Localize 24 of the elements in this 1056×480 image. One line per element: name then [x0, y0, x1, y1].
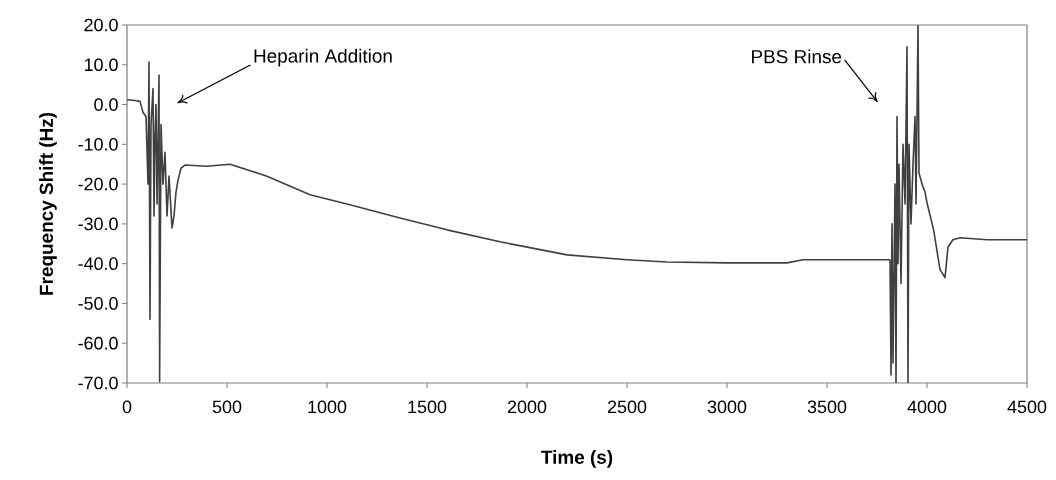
y-tick-label: 0.0	[94, 98, 118, 111]
y-tick-label: -30.0	[78, 217, 118, 231]
y-tick-label: -20.0	[78, 177, 118, 191]
annotation: PBS Rinse	[752, 49, 842, 64]
x-tick-label: 4000	[907, 400, 947, 414]
y-tick-label: -60.0	[78, 336, 118, 350]
y-tick-label: -70.0	[78, 376, 118, 390]
x-tick-label: 3000	[707, 400, 747, 414]
x-tick-label: 500	[212, 400, 242, 414]
x-tick-label: 4500	[1007, 400, 1047, 414]
x-tick-label: 1500	[408, 400, 447, 414]
y-tick-label: 20.0	[84, 18, 118, 32]
x-axis-title: Time (s)	[541, 450, 613, 468]
y-tick-label: 10.0	[84, 58, 118, 72]
x-tick-label: 0	[122, 400, 132, 414]
y-axis-title: Frequency Shift (Hz)	[39, 112, 57, 295]
y-tick-label: -40.0	[78, 257, 118, 270]
x-tick-label: 1000	[308, 400, 347, 414]
y-tick-label: -10.0	[78, 137, 118, 151]
x-tick-label: 2000	[507, 400, 547, 414]
x-tick-label: 3500	[807, 400, 847, 414]
x-tick-label: 2500	[607, 400, 647, 414]
y-tick-label: -50.0	[78, 297, 118, 310]
annotation: Heparin Addition	[254, 48, 392, 67]
